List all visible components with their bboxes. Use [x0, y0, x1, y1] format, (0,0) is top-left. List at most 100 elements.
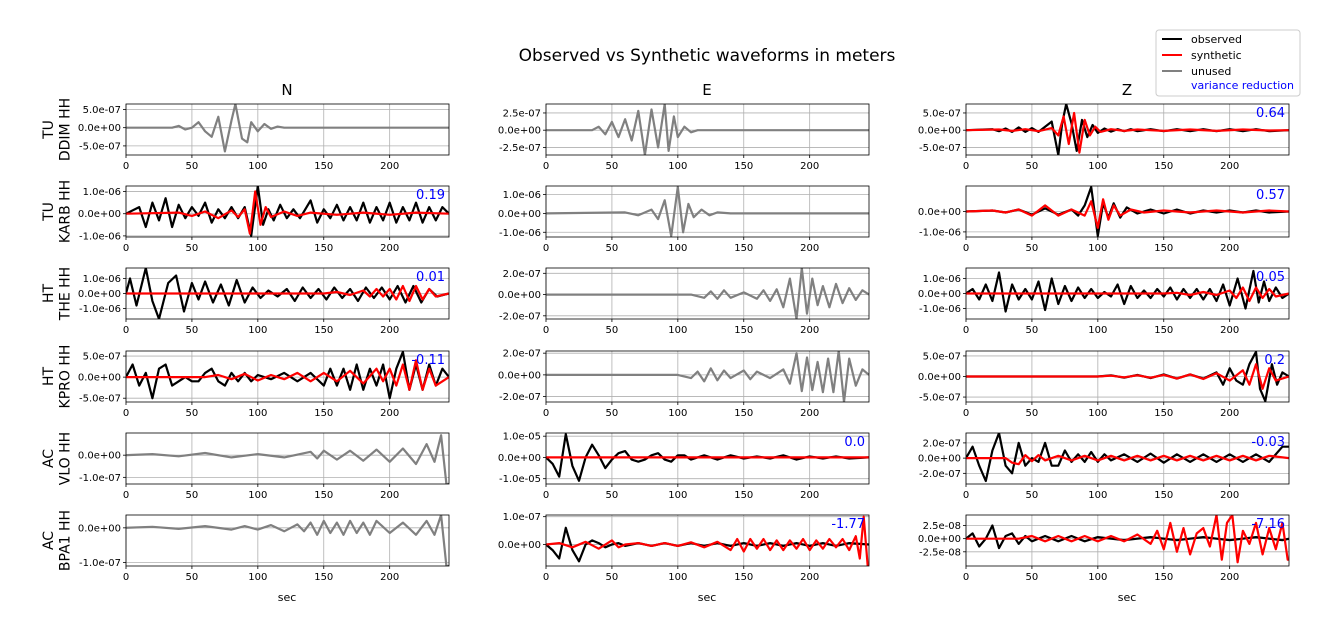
waveform-panel: 0 50 100 150 200 0.0e+00 -1.0e-06 0.57	[918, 185, 1290, 254]
x-tick-label: 0	[963, 161, 969, 172]
x-tick-label: 0	[123, 325, 129, 336]
y-tick-label: 5.0e-07	[83, 352, 121, 363]
x-tick-label: 200	[800, 243, 819, 254]
x-tick-label: 150	[734, 243, 753, 254]
panel-frame	[965, 514, 1290, 567]
trace-group	[126, 351, 449, 400]
x-tick-label: 100	[668, 490, 687, 501]
synthetic-trace	[546, 515, 869, 566]
y-tick-label: 0.0e+00	[78, 123, 121, 134]
x-tick-label: 200	[800, 490, 819, 501]
x-tick-label: 50	[606, 243, 619, 254]
y-tick-label: 5.0e-07	[83, 105, 121, 116]
x-tick-label: 100	[248, 243, 267, 254]
x-tick-label: 0	[543, 572, 549, 583]
x-tick-label: 100	[248, 161, 267, 172]
y-tick-label: 0.0e+00	[78, 451, 121, 462]
y-tick-label: 0.0e+00	[78, 373, 121, 384]
station-network: HT	[41, 367, 57, 387]
observed-trace	[966, 433, 1289, 483]
trace-group	[126, 186, 449, 237]
y-tick-label: 1.0e-06	[83, 187, 121, 198]
y-tick-label: 0.0e+00	[78, 523, 121, 534]
trace-group	[546, 186, 869, 237]
synthetic-trace	[966, 111, 1289, 154]
station-label: HTKPRO HH	[41, 345, 73, 409]
x-tick-label: 50	[606, 161, 619, 172]
x-tick-label: 50	[186, 572, 199, 583]
waveform-panel: 0 50 100 150 200 1.0e-06 0.0e+00 -1.0e-06 0.19	[78, 185, 450, 254]
y-tick-label: 1.0e-05	[503, 432, 541, 443]
trace-group	[546, 351, 869, 402]
variance-reduction-value: 0.0	[844, 435, 865, 450]
x-tick-label: 200	[1220, 408, 1239, 419]
x-tick-label: 150	[1154, 161, 1173, 172]
synthetic-trace	[966, 363, 1289, 390]
x-tick-label: 150	[1154, 325, 1173, 336]
x-tick-label: 100	[1088, 572, 1107, 583]
x-tick-label: 100	[248, 490, 267, 501]
x-axis-label-n: sec	[278, 591, 297, 604]
trace-group	[126, 434, 449, 484]
trace-group	[126, 515, 449, 566]
station-name: THE HH	[57, 267, 73, 321]
x-tick-label: 100	[248, 408, 267, 419]
x-tick-label: 50	[1026, 490, 1039, 501]
station-label: HTTHE HH	[41, 267, 73, 321]
trace-group	[546, 515, 869, 566]
x-tick-label: 0	[123, 408, 129, 419]
panel-frame	[125, 185, 450, 238]
station-name: DDIM HH	[57, 98, 73, 161]
station-name: VLO HH	[57, 432, 73, 485]
panel-frame	[125, 103, 450, 156]
y-tick-label: -2.5e-08	[919, 547, 961, 558]
variance-reduction-value: -1.77	[831, 517, 865, 532]
x-tick-label: 150	[1154, 243, 1173, 254]
trace-group	[126, 268, 449, 319]
x-tick-label: 50	[606, 325, 619, 336]
y-tick-label: -5.0e-07	[79, 394, 121, 405]
trace-group	[966, 186, 1289, 237]
x-tick-label: 150	[734, 325, 753, 336]
x-tick-label: 150	[314, 408, 333, 419]
trace-group	[126, 104, 449, 153]
station-network: AC	[41, 531, 57, 550]
y-tick-label: -2.5e-07	[499, 143, 541, 154]
trace-group	[966, 351, 1289, 402]
unused-trace	[546, 268, 869, 319]
variance-reduction-value: 0.19	[416, 188, 445, 203]
y-tick-label: 0.0e+00	[918, 126, 961, 137]
x-tick-label: 0	[543, 325, 549, 336]
synthetic-trace	[966, 286, 1289, 303]
figure-title: Observed vs Synthetic waveforms in meter…	[519, 46, 896, 66]
panel-frame	[125, 514, 450, 567]
panel-frame	[965, 103, 1290, 156]
x-tick-label: 100	[1088, 161, 1107, 172]
waveform-panel: 0 50 100 150 200 1.0e-06 0.0e+00 -1.0e-06 0.05	[918, 267, 1290, 336]
x-tick-label: 50	[606, 408, 619, 419]
x-tick-label: 200	[380, 408, 399, 419]
variance-reduction-value: 0.57	[1256, 188, 1285, 203]
trace-group	[546, 268, 869, 319]
x-tick-label: 200	[380, 490, 399, 501]
variance-reduction-value: -0.03	[1251, 435, 1285, 450]
observed-trace	[126, 186, 449, 237]
x-tick-label: 200	[380, 243, 399, 254]
x-tick-label: 100	[1088, 408, 1107, 419]
y-tick-label: 0.0e+00	[498, 453, 541, 464]
waveform-panel: 0 50 100 150 200 5.0e-07 0.0e+00 -5.0e-07 -0.11	[78, 350, 450, 419]
x-tick-label: 100	[248, 325, 267, 336]
x-tick-label: 100	[1088, 325, 1107, 336]
waveform-panel: 0 50 100 150 200 0.0e+00 -1.0e-07	[78, 432, 450, 501]
y-tick-label: 5.0e-07	[923, 108, 961, 119]
x-tick-label: 150	[1154, 572, 1173, 583]
x-tick-label: 100	[668, 243, 687, 254]
waveform-panel: 0 50 100 150 200 0.0e+00 -1.0e-07	[78, 514, 450, 583]
x-tick-label: 0	[963, 490, 969, 501]
x-tick-label: 150	[1154, 408, 1173, 419]
x-tick-label: 0	[123, 490, 129, 501]
x-tick-label: 150	[314, 243, 333, 254]
panel-frame	[545, 350, 870, 403]
x-tick-label: 150	[314, 161, 333, 172]
x-tick-label: 200	[380, 325, 399, 336]
